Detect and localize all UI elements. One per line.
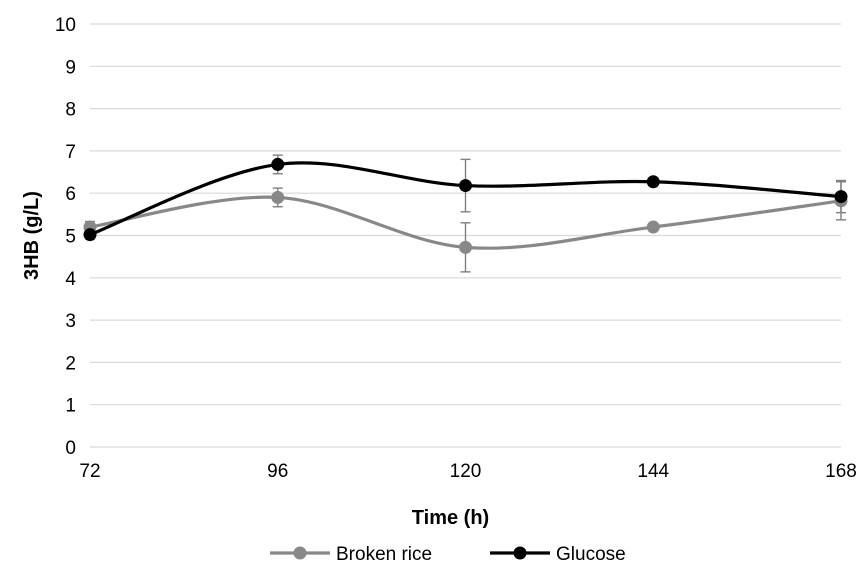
data-point (83, 228, 97, 242)
x-axis-title: Time (h) (412, 507, 489, 529)
data-point (271, 190, 285, 204)
data-point (459, 240, 472, 254)
gridlines (90, 23, 841, 406)
legend-label: Glucose (556, 544, 626, 564)
legend-marker (513, 546, 527, 560)
legend-marker (293, 546, 307, 560)
x-axis-tick-labels: 72 96 120 144 168 (79, 461, 856, 482)
y-tick-label: 2 (65, 353, 76, 374)
y-tick-label: 1 (65, 396, 76, 417)
y-tick-label: 6 (65, 184, 76, 205)
data-point (646, 175, 660, 189)
x-tick-label: 96 (267, 461, 288, 482)
y-axis-tick-labels: 0 1 2 3 4 5 6 7 8 9 10 (55, 15, 77, 459)
data-point (834, 190, 848, 204)
y-tick-label: 9 (65, 57, 76, 78)
y-tick-label: 4 (65, 269, 76, 290)
x-tick-label: 144 (637, 461, 669, 482)
series-glucose (83, 154, 848, 242)
series-group (83, 154, 848, 273)
y-tick-label: 8 (65, 100, 76, 121)
y-tick-label: 0 (65, 438, 76, 459)
y-tick-label: 7 (65, 142, 76, 163)
legend: Broken rice Glucose (270, 544, 626, 564)
y-axis-title: 3HB (g/L) (21, 191, 43, 280)
y-tick-label: 3 (65, 311, 76, 332)
x-tick-label: 120 (450, 461, 482, 482)
data-point (646, 220, 660, 234)
x-tick-label: 72 (79, 461, 100, 482)
legend-item: Glucose (490, 544, 626, 564)
y-tick-label: 10 (55, 15, 76, 36)
data-point (459, 179, 472, 193)
legend-label: Broken rice (336, 544, 432, 564)
legend-item: Broken rice (270, 544, 432, 564)
data-point (271, 157, 285, 171)
x-tick-label: 168 (825, 461, 857, 482)
y-tick-label: 5 (65, 227, 76, 248)
